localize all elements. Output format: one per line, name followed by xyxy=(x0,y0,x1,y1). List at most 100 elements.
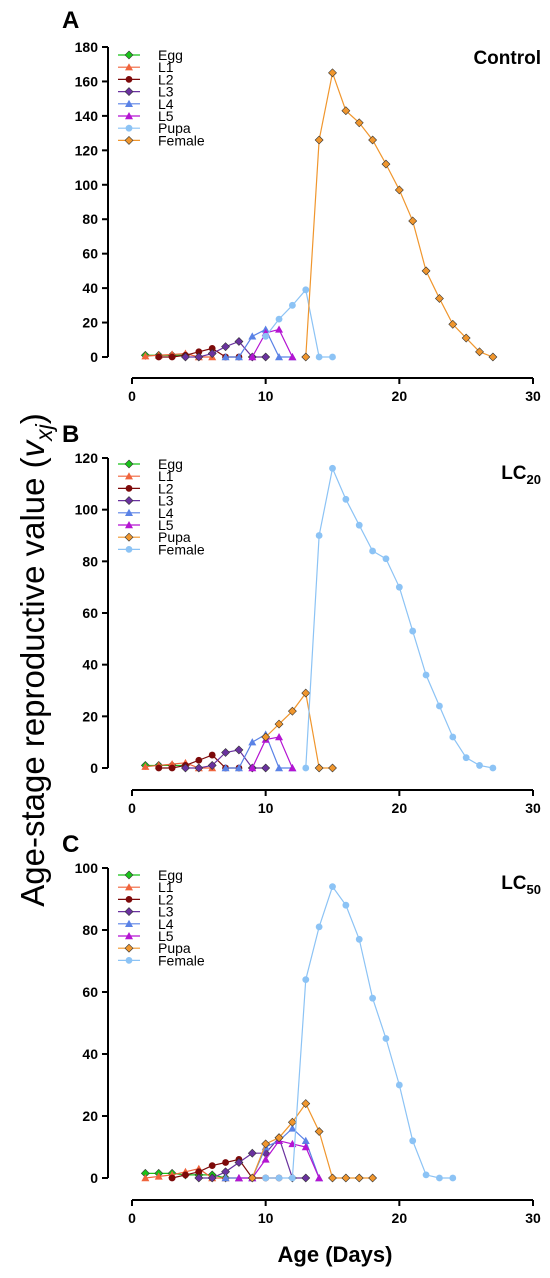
series-pupa xyxy=(247,1099,378,1183)
chart-panel-b: 0 20 40 60 80 100 120 0 10 20 30 B LC20 EggL1L2L3L4L5… xyxy=(62,421,541,816)
data-point xyxy=(422,671,430,679)
series-line xyxy=(265,885,453,1179)
y-tick-label: 160 xyxy=(75,73,99,89)
legend-marker xyxy=(125,896,133,903)
data-point xyxy=(301,1136,310,1144)
data-point xyxy=(234,353,243,361)
data-point xyxy=(195,756,203,764)
data-point xyxy=(168,1174,176,1182)
data-point xyxy=(221,342,230,352)
series-female xyxy=(301,68,498,362)
series-pupa xyxy=(262,286,336,361)
data-point xyxy=(194,1173,204,1183)
data-point xyxy=(248,738,257,746)
x-tick-label: 30 xyxy=(525,800,541,816)
data-point xyxy=(221,764,230,772)
data-point xyxy=(301,352,311,362)
data-point xyxy=(288,353,297,361)
legend-marker xyxy=(124,50,134,60)
data-point xyxy=(261,1155,270,1163)
y-tick-label: 100 xyxy=(75,177,99,193)
panel-title: Control xyxy=(473,48,541,69)
data-point xyxy=(314,763,324,773)
data-point xyxy=(449,733,457,741)
legend-marker xyxy=(125,99,133,107)
legend-marker xyxy=(125,63,133,71)
y-tick-label: 60 xyxy=(82,605,98,621)
y-tick-label: 20 xyxy=(82,1108,98,1124)
data-point xyxy=(328,68,337,78)
data-point xyxy=(289,1174,296,1182)
data-point xyxy=(314,135,324,145)
data-point xyxy=(248,764,257,772)
data-point xyxy=(262,332,270,340)
data-point xyxy=(369,547,376,555)
data-point xyxy=(155,764,163,772)
series-line xyxy=(251,736,293,769)
data-point xyxy=(182,1171,189,1179)
data-point xyxy=(207,760,217,770)
data-point xyxy=(261,1139,271,1149)
legend-label: Egg xyxy=(158,456,183,472)
data-point xyxy=(395,583,403,591)
data-point xyxy=(476,762,483,769)
data-point xyxy=(315,923,323,931)
legend-label: L5 xyxy=(158,108,174,124)
data-point xyxy=(315,353,323,361)
y-tick-label: 80 xyxy=(82,553,98,569)
data-point xyxy=(329,353,336,361)
legend-label: Female xyxy=(158,132,205,148)
x-tick-label: 10 xyxy=(258,388,274,404)
series-female xyxy=(262,883,457,1182)
x-tick-label: 0 xyxy=(128,1210,136,1226)
data-point xyxy=(275,325,284,333)
panel-letter: C xyxy=(62,831,79,858)
data-point xyxy=(247,1173,257,1183)
legend-label: Female xyxy=(158,952,205,968)
data-point xyxy=(382,1035,390,1042)
data-point xyxy=(208,344,216,352)
data-point xyxy=(141,762,150,770)
x-tick-label: 20 xyxy=(392,388,408,404)
data-point xyxy=(489,764,497,772)
data-point xyxy=(328,763,337,773)
data-point xyxy=(221,1174,230,1182)
data-point xyxy=(207,349,217,358)
y-tick-label: 40 xyxy=(82,1046,98,1062)
legend-label: L3 xyxy=(158,904,174,920)
panel-title: LC50 xyxy=(501,873,541,897)
data-point xyxy=(141,1174,150,1182)
data-point xyxy=(221,748,230,757)
chart-panel-a: 0 20 40 60 80 100 120 140 160 180 0 10 20 30 A Control E… xyxy=(62,7,541,404)
data-point xyxy=(261,732,271,742)
legend-marker xyxy=(124,459,134,469)
data-point xyxy=(181,352,190,362)
data-point xyxy=(448,319,458,329)
data-point xyxy=(302,286,310,294)
legend-marker xyxy=(125,472,133,480)
data-point xyxy=(368,1173,378,1183)
data-point xyxy=(301,1173,311,1183)
legend-marker xyxy=(124,135,134,145)
legend-label: L4 xyxy=(158,96,174,112)
series-line xyxy=(305,70,494,358)
legend-label: L1 xyxy=(158,468,174,484)
data-point xyxy=(408,216,418,226)
data-point xyxy=(234,745,244,755)
data-point xyxy=(289,301,296,309)
legend-marker xyxy=(124,943,134,953)
data-point xyxy=(315,1174,324,1182)
data-point xyxy=(381,159,391,169)
legend-marker xyxy=(125,883,133,891)
y-tick-label: 80 xyxy=(82,922,98,938)
x-tick-label: 20 xyxy=(392,1210,408,1226)
legend-label: L1 xyxy=(158,879,174,895)
data-point xyxy=(287,1117,297,1127)
legend-label: L2 xyxy=(158,480,174,496)
y-tick-label: 0 xyxy=(90,349,98,365)
legend-marker xyxy=(125,76,133,83)
data-point xyxy=(302,976,310,983)
y-tick-label: 60 xyxy=(82,984,98,1000)
data-point xyxy=(275,733,284,741)
y-tick-label: 140 xyxy=(75,108,99,124)
